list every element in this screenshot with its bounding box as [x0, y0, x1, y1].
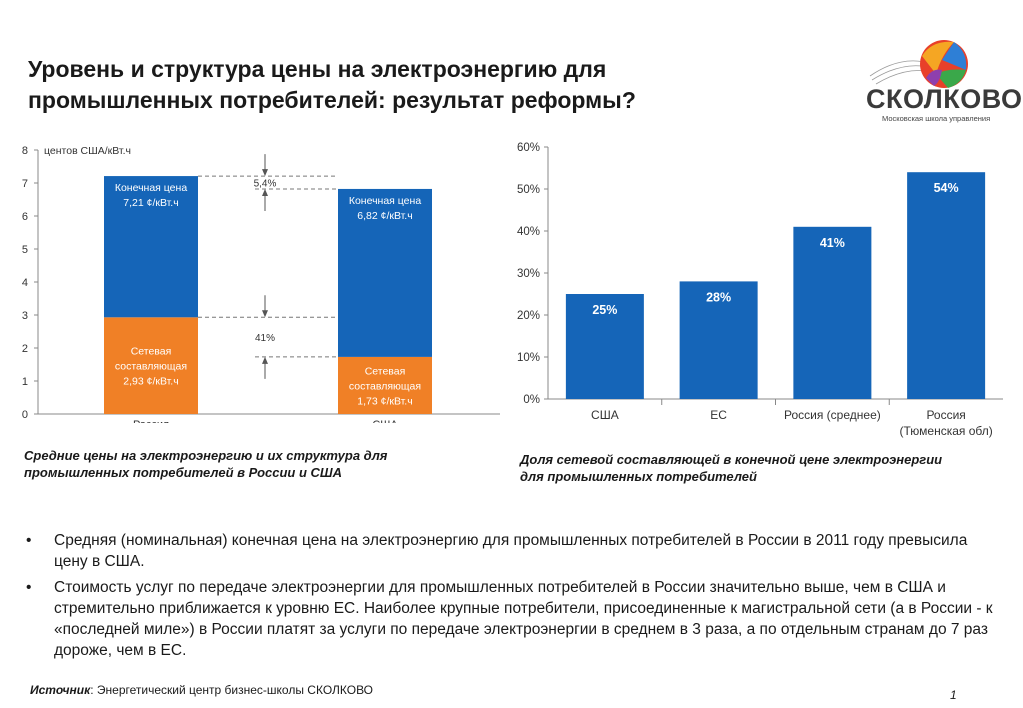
bullet-marker: •: [26, 532, 32, 549]
page-number: 1: [950, 688, 957, 702]
y-tick-label: 40%: [517, 226, 540, 238]
bar-label: 1,73 ¢/кВт.ч: [357, 395, 412, 407]
logo-text: СКОЛКОВО: [866, 84, 1023, 114]
x-tick-label: Россия: [133, 419, 169, 423]
right-chart: 0% 10% 20% 30% 40% 50% 60% 25% США 28% ЕС 41% Россия…: [505, 135, 1015, 445]
bullet-item-1: • Средняя (номинальная) конечная цена на…: [26, 530, 1001, 572]
y-tick-label: 10%: [517, 352, 540, 364]
y-tick-label: 3: [22, 310, 28, 322]
bar-label: составляющая: [115, 361, 187, 373]
y-tick-label: 30%: [517, 268, 540, 280]
bullet-list: • Средняя (номинальная) конечная цена на…: [26, 530, 1001, 666]
bullet-item-2: • Стоимость услуг по передаче электроэне…: [26, 577, 1001, 661]
network-share-chart: 0% 10% 20% 30% 40% 50% 60% 25% США 28% ЕС 41% Россия…: [517, 142, 1003, 438]
bar-value-label: 41%: [820, 236, 845, 250]
y-tick-label: 0: [22, 409, 28, 421]
bar-value-label: 25%: [592, 303, 617, 317]
y-tick-label: 7: [22, 178, 28, 190]
y-tick-label: 60%: [517, 142, 540, 154]
left-chart: 0 1 2 3 4 5 6 7 8 центов США/кВт.ч Сетевая составля…: [10, 138, 505, 423]
x-tick-label: США: [591, 408, 619, 422]
bar: [907, 172, 986, 399]
bullet-marker: •: [26, 579, 32, 596]
bar: [793, 226, 872, 399]
bar-segment: [338, 188, 432, 357]
x-tick-label: Россия: [926, 408, 965, 422]
y-tick-label: 5: [22, 244, 28, 256]
arrow-net-up-head: [262, 356, 268, 364]
bar-label: 2,93 ¢/кВт.ч: [123, 376, 178, 388]
y-tick-label: 20%: [517, 310, 540, 322]
bar: [565, 294, 644, 399]
bar-label: Конечная цена: [115, 182, 187, 194]
bar-segment: [104, 176, 198, 318]
bullet-text: Средняя (номинальная) конечная цена на э…: [54, 532, 968, 570]
y-tick-label: 2: [22, 343, 28, 355]
arrow-net-head: [262, 310, 268, 318]
title-line-2: промышленных потребителей: результат реф…: [28, 87, 636, 113]
x-tick-label: (Тюменская обл): [900, 424, 993, 438]
title-line-1: Уровень и структура цены на электроэнерг…: [28, 56, 607, 82]
x-tick-label: США: [372, 419, 398, 423]
source-text: : Энергетический центр бизнес-школы СКОЛ…: [90, 683, 374, 697]
y-tick-label: 6: [22, 211, 28, 223]
y-axis-label: центов США/кВт.ч: [44, 145, 131, 157]
bullet-text: Стоимость услуг по передаче электроэнерг…: [54, 579, 993, 659]
skolkovo-logo-icon: [869, 40, 968, 88]
y-tick-label: 50%: [517, 184, 540, 196]
y-tick-label: 8: [22, 145, 28, 157]
slide-title: Уровень и структура цены на электроэнерг…: [28, 54, 808, 116]
logo-subtitle: Московская школа управления: [882, 114, 991, 123]
annotation-label: 5,4%: [254, 179, 277, 190]
y-tick-label: 0%: [523, 394, 540, 406]
bar-label: 6,82 ¢/кВт.ч: [357, 210, 412, 222]
bar-segment: [104, 317, 198, 414]
x-tick-label: ЕС: [710, 408, 727, 422]
y-tick-label: 4: [22, 277, 28, 289]
left-chart-caption: Средние цены на электроэнергию и их стру…: [24, 448, 388, 480]
stacked-price-chart: 0 1 2 3 4 5 6 7 8 центов США/кВт.ч Сетевая составля…: [22, 145, 500, 423]
bar-segment: [338, 356, 432, 414]
arrow-top-up-head: [262, 188, 268, 196]
source-note: Источник: Энергетический центр бизнес-шк…: [30, 683, 373, 697]
bar-label: Конечная цена: [349, 195, 421, 207]
bar-label: составляющая: [349, 380, 421, 392]
bar-label: Сетевая: [131, 346, 172, 358]
x-tick-label: Россия (среднее): [784, 408, 881, 422]
right-chart-caption: Доля сетевой составляющей в конечной цен…: [520, 452, 943, 484]
source-label: Источник: [30, 683, 91, 697]
bar-label: Сетевая: [365, 365, 406, 377]
bar-value-label: 54%: [934, 181, 959, 195]
bar-label: 7,21 ¢/кВт.ч: [123, 197, 178, 209]
bar-value-label: 28%: [706, 290, 731, 304]
y-tick-label: 1: [22, 376, 28, 388]
annotation-label: 41%: [255, 333, 275, 344]
bar: [679, 281, 758, 399]
arrow-top-head: [262, 169, 268, 177]
